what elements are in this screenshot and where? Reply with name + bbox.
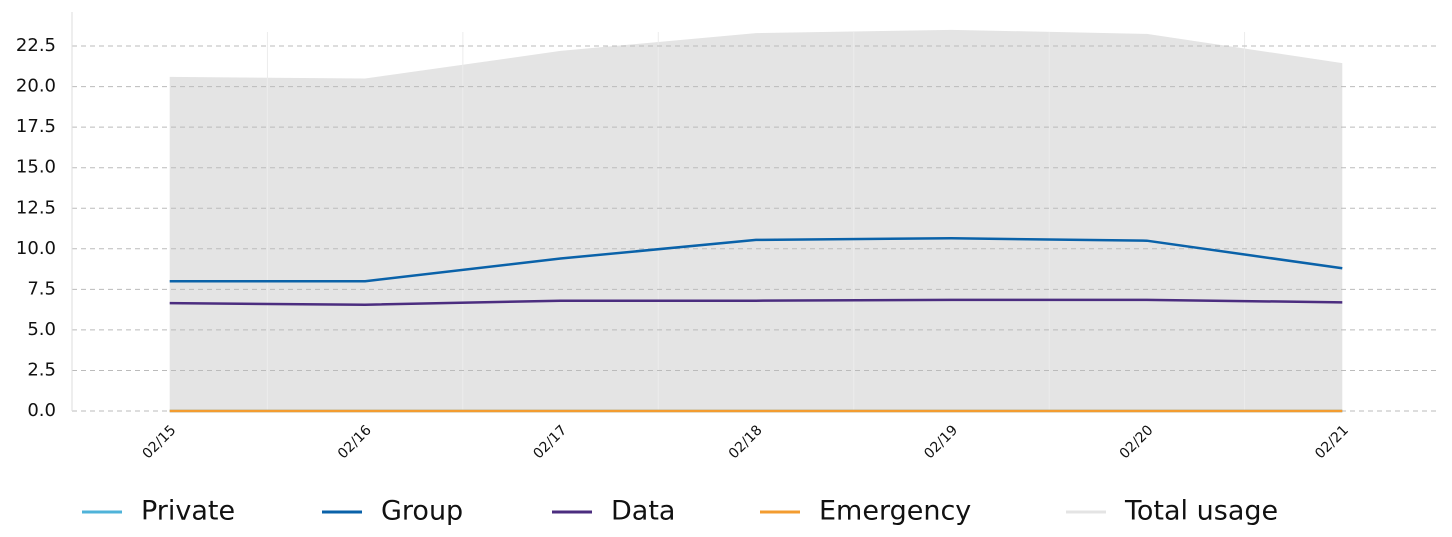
x-tick-label: 02/20: [1117, 422, 1157, 462]
y-tick-label: 2.5: [27, 359, 56, 380]
x-tick-label: 02/19: [921, 422, 961, 462]
legend-label: Data: [611, 496, 675, 527]
x-tick-label: 02/15: [140, 422, 180, 462]
x-tick-label: 02/16: [335, 422, 375, 462]
line: [169, 237, 1343, 283]
line: [169, 298, 1343, 307]
y-tick-label: 5.0: [27, 319, 56, 340]
legend-label: Private: [141, 496, 235, 527]
y-tick-label: 0.0: [27, 400, 56, 421]
y-tick-label: 7.5: [27, 278, 56, 299]
legend-label: Emergency: [819, 496, 971, 527]
y-tick-label: 20.0: [16, 76, 56, 97]
x-tick-label: 02/21: [1312, 422, 1352, 462]
y-tick-label: 17.5: [16, 116, 56, 137]
y-tick-label: 12.5: [16, 197, 56, 218]
x-tick-label: 02/17: [530, 422, 570, 462]
y-tick-label: 10.0: [16, 238, 56, 259]
legend-label: Group: [381, 496, 463, 527]
y-tick-label: 15.0: [16, 157, 56, 178]
y-tick-label: 22.5: [16, 35, 56, 56]
x-tick-label: 02/18: [726, 422, 766, 462]
legend-label: Total usage: [1124, 496, 1278, 527]
